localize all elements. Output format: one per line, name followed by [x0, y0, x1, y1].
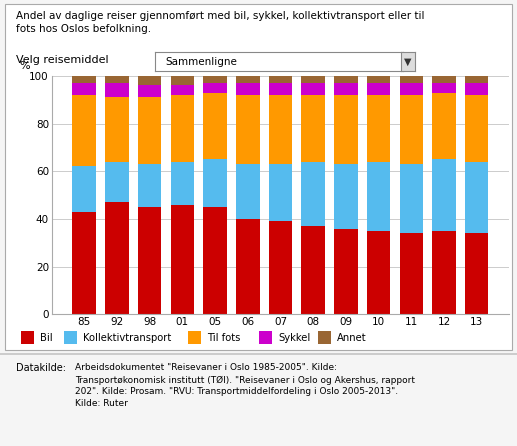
Bar — [203, 92, 227, 159]
Bar — [334, 164, 358, 228]
Bar — [171, 95, 194, 162]
Bar — [236, 164, 260, 219]
Bar — [367, 95, 390, 162]
Bar — [236, 83, 260, 95]
Bar — [203, 83, 227, 92]
Bar — [105, 97, 129, 162]
Bar — [138, 76, 161, 85]
Bar — [138, 97, 161, 164]
Text: Til fots: Til fots — [208, 333, 241, 343]
Text: Bil: Bil — [40, 333, 52, 343]
Bar — [301, 226, 325, 314]
Bar — [334, 83, 358, 95]
Bar — [269, 164, 292, 221]
Bar — [400, 83, 423, 95]
Y-axis label: %: % — [19, 61, 29, 71]
Bar — [432, 159, 456, 231]
Bar — [465, 162, 489, 233]
Bar — [236, 95, 260, 164]
Bar — [269, 95, 292, 164]
Bar — [72, 76, 96, 83]
Bar — [138, 164, 161, 207]
Bar — [203, 76, 227, 83]
Bar — [432, 76, 456, 83]
Bar — [72, 212, 96, 314]
Bar — [400, 76, 423, 83]
Bar — [367, 231, 390, 314]
Bar — [367, 83, 390, 95]
Text: Annet: Annet — [337, 333, 367, 343]
Bar — [203, 159, 227, 207]
Bar — [171, 205, 194, 314]
Bar — [269, 76, 292, 83]
Bar — [301, 83, 325, 95]
Bar — [400, 95, 423, 164]
Bar — [465, 95, 489, 162]
Bar — [400, 164, 423, 233]
Bar — [72, 83, 96, 95]
Bar — [138, 207, 161, 314]
Bar — [432, 92, 456, 159]
Text: Kollektivtransport: Kollektivtransport — [83, 333, 171, 343]
Bar — [367, 76, 390, 83]
Bar — [334, 95, 358, 164]
Bar — [334, 76, 358, 83]
Bar — [171, 162, 194, 205]
Bar — [105, 76, 129, 83]
Bar — [105, 162, 129, 202]
Text: ▼: ▼ — [404, 57, 412, 66]
Bar — [72, 95, 96, 166]
Bar — [465, 76, 489, 83]
Bar — [432, 83, 456, 92]
Text: Andel av daglige reiser gjennomført med bil, sykkel, kollektivtransport eller ti: Andel av daglige reiser gjennomført med … — [16, 11, 424, 34]
Bar — [465, 233, 489, 314]
Text: Arbeidsdokumentet "Reisevaner i Oslo 1985-2005". Kilde:
Transportøkonomisk insti: Arbeidsdokumentet "Reisevaner i Oslo 198… — [75, 363, 415, 408]
Bar — [138, 85, 161, 97]
Bar — [105, 83, 129, 97]
Bar — [236, 219, 260, 314]
Bar — [367, 162, 390, 231]
Bar — [171, 85, 194, 95]
Text: Velg reisemiddel: Velg reisemiddel — [16, 55, 108, 65]
Bar — [171, 76, 194, 85]
Bar — [465, 83, 489, 95]
Bar — [72, 166, 96, 212]
Bar — [269, 83, 292, 95]
Text: Datakilde:: Datakilde: — [16, 363, 66, 373]
Bar — [301, 162, 325, 226]
Bar — [203, 207, 227, 314]
Bar — [400, 233, 423, 314]
Bar — [105, 202, 129, 314]
Bar — [432, 231, 456, 314]
Bar — [269, 221, 292, 314]
Bar — [301, 95, 325, 162]
Bar — [236, 76, 260, 83]
Text: Sammenligne: Sammenligne — [165, 57, 237, 66]
Bar — [334, 228, 358, 314]
Bar — [301, 76, 325, 83]
Text: Sykkel: Sykkel — [278, 333, 310, 343]
